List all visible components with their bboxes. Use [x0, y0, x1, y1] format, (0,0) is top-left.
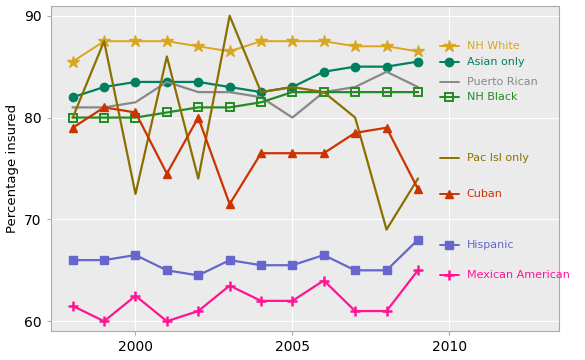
Text: NH White: NH White: [467, 41, 519, 51]
Y-axis label: Percentage insured: Percentage insured: [5, 104, 19, 233]
Text: Mexican American: Mexican American: [467, 270, 569, 280]
Text: Cuban: Cuban: [467, 189, 503, 199]
Text: Hispanic: Hispanic: [467, 240, 514, 250]
Text: Asian only: Asian only: [467, 57, 524, 67]
Text: Puerto Rican: Puerto Rican: [467, 77, 537, 87]
Text: NH Black: NH Black: [467, 92, 517, 102]
Text: Pac Isl only: Pac Isl only: [467, 153, 529, 163]
